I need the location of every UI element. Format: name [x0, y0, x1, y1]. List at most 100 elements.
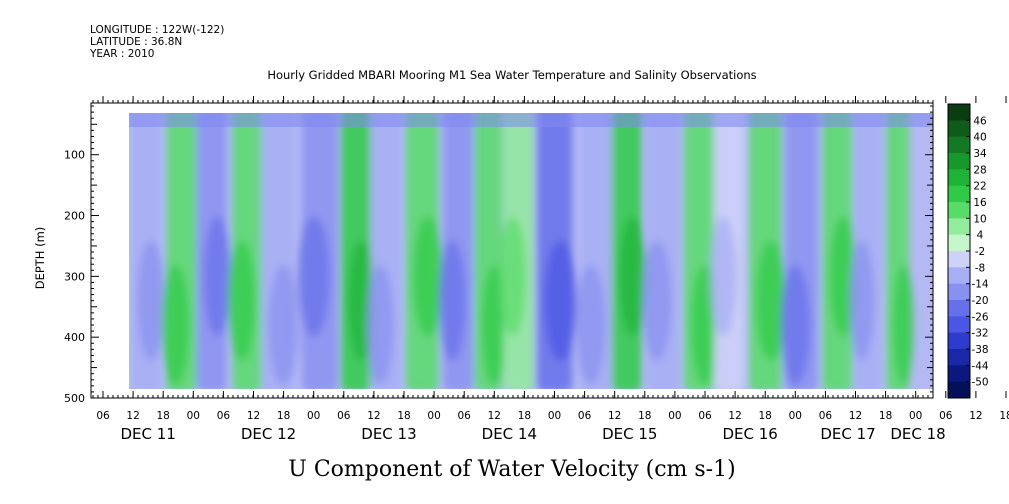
x-hour-label: 12 [488, 410, 501, 422]
colorbar-swatch [948, 169, 970, 187]
y-tick-label: 400 [64, 331, 85, 344]
x-hour-label: 18 [518, 410, 531, 422]
velocity-core [575, 265, 606, 386]
y-axis-label: DEPTH (m) [33, 227, 47, 290]
x-day-label: DEC 18 [890, 425, 945, 443]
colorbar-label: -32 [971, 328, 988, 340]
plot-frame [90, 102, 934, 399]
colorbar-swatch [948, 218, 970, 236]
x-axis: 06 12 18 00 06 12 18 00 06 12 18 00 06 12 18 00 06 12 18 00… [92, 96, 1009, 443]
colorbar-label: -14 [971, 279, 988, 291]
colorbar-swatch [948, 365, 970, 383]
colorbar-label: -26 [971, 311, 988, 323]
x-hour-label: 06 [337, 410, 351, 422]
y-tick-label: 300 [64, 270, 85, 283]
longitude-label: LONGITUDE : 122W(-122) [90, 24, 225, 36]
velocity-core [413, 216, 443, 337]
x-hour-label: 12 [849, 410, 862, 422]
x-hour-label: 06 [458, 410, 472, 422]
velocity-core [709, 216, 737, 337]
velocity-field [129, 113, 933, 389]
y-axis: 100 200 300 400 500 [64, 105, 933, 405]
colorbar-label: 40 [973, 132, 986, 144]
colorbar-swatch [948, 349, 970, 366]
colorbar-swatch [948, 332, 970, 350]
colorbar-label: 46 [973, 115, 987, 127]
colorbar-swatch [948, 153, 970, 170]
x-hour-label: 12 [247, 410, 260, 422]
colorbar-swatch [948, 136, 970, 154]
x-hour-label: 12 [367, 410, 380, 422]
velocity-core [268, 265, 299, 386]
x-hour-label: 12 [969, 410, 982, 422]
colorbar-swatch [948, 120, 970, 138]
x-day-label: DEC 16 [722, 425, 777, 443]
y-tick-label: 500 [64, 392, 85, 405]
colorbar-label: -2 [975, 246, 985, 258]
x-hour-label: 18 [999, 410, 1009, 422]
x-hour-label: 18 [277, 410, 290, 422]
colorbar-label: -20 [971, 295, 988, 307]
x-hour-label: 00 [307, 410, 320, 422]
x-axis-label: U Component of Water Velocity (cm s-1) [288, 457, 735, 482]
velocity-core [544, 240, 577, 361]
x-hour-label: 06 [96, 410, 110, 422]
velocity-core [161, 265, 189, 386]
velocity-core [642, 240, 672, 361]
x-hour-label: 00 [789, 410, 802, 422]
x-hour-label: 00 [427, 410, 440, 422]
colorbar-label: 34 [973, 148, 987, 160]
colorbar-swatch [948, 300, 970, 317]
y-tick-label: 200 [64, 210, 85, 223]
colorbar-swatch [948, 202, 970, 219]
velocity-core [756, 240, 786, 361]
colorbar-swatch [948, 267, 970, 285]
colorbar-label: -8 [975, 262, 985, 274]
velocity-core [366, 265, 394, 386]
x-hour-label: 06 [217, 410, 231, 422]
y-tick-label: 100 [64, 149, 85, 162]
velocity-core [780, 265, 811, 386]
year-label: YEAR : 2010 [90, 48, 155, 60]
colorbar-label: 16 [973, 197, 987, 209]
velocity-core [893, 265, 914, 386]
x-hour-label: 18 [759, 410, 772, 422]
x-hour-label: 12 [126, 410, 139, 422]
x-hour-label: 00 [909, 410, 922, 422]
colorbar-swatch [948, 234, 970, 252]
chart-title: Hourly Gridded MBARI Mooring M1 Sea Wate… [267, 68, 756, 82]
x-hour-label: 18 [638, 410, 651, 422]
x-hour-label: 06 [698, 410, 712, 422]
colorbar-swatch [948, 381, 970, 399]
colorbar-swatch [948, 104, 970, 121]
x-hour-label: 00 [548, 410, 561, 422]
colorbar-swatch [948, 316, 970, 334]
colorbar-label: -38 [971, 344, 988, 356]
velocity-core [203, 216, 231, 337]
x-day-label: DEC 14 [482, 425, 537, 443]
x-hour-label: 12 [608, 410, 621, 422]
velocity-core [227, 240, 256, 361]
colorbar-label: 28 [973, 164, 986, 176]
colorbar-label: 4 [977, 230, 984, 242]
x-day-label: DEC 13 [361, 425, 416, 443]
colorbar-label: -44 [971, 360, 988, 372]
colorbar-swatch [948, 185, 970, 203]
x-hour-label: 00 [187, 410, 200, 422]
colorbar-swatch [948, 251, 970, 268]
x-hour-label: 12 [728, 410, 741, 422]
velocity-core [619, 216, 647, 337]
x-hour-label: 06 [819, 410, 833, 422]
velocity-core [297, 216, 330, 337]
x-hour-label: 18 [879, 410, 892, 422]
colorbar: 46 40 34 28 22 16 10 4 -2 -8 -14 -20 -26 -32 -38 -44 -50 [947, 103, 989, 399]
colorbar-swatch [948, 283, 970, 301]
x-hour-label: 06 [939, 410, 953, 422]
x-hour-label: 18 [397, 410, 410, 422]
x-hour-label: 00 [668, 410, 681, 422]
x-hour-label: 18 [157, 410, 170, 422]
velocity-core [438, 240, 466, 361]
x-day-label: DEC 17 [820, 425, 875, 443]
x-hour-label: 06 [578, 410, 592, 422]
